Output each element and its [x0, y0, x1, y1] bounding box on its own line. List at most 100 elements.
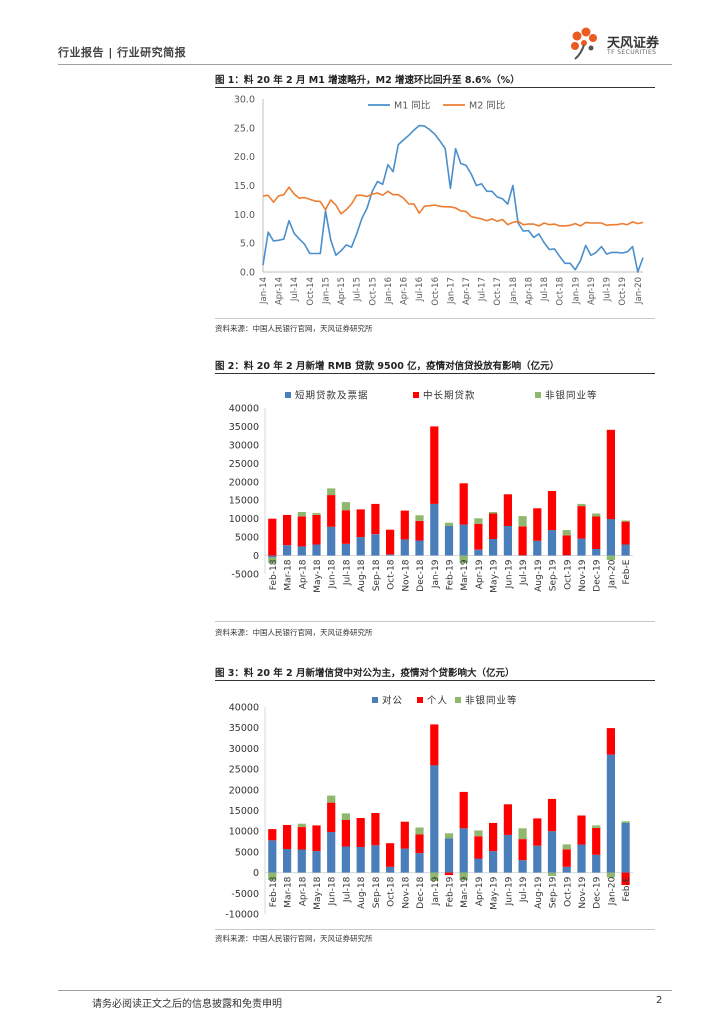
x-tick-label: Apr-16 [400, 277, 410, 305]
x-tick-label: Jun-18 [328, 876, 338, 906]
bar-corporate-Aug-19 [533, 845, 542, 873]
bar-non-bank-Jul-18 [341, 502, 350, 511]
bar-short-term-Feb-19 [444, 526, 454, 556]
bar-short-term-Mar-18 [283, 545, 292, 556]
legend-label-non-bank: 非银同业等 [465, 695, 518, 707]
bar-non-bank-Jul-19 [518, 516, 527, 527]
bar-long-term-Jan-19 [430, 426, 439, 504]
bar-non-bank-Jun-18 [327, 488, 336, 495]
bar-personal-Dec-18 [415, 834, 424, 854]
x-tick-label: Sep-19 [549, 876, 559, 908]
x-tick-label: Feb-19 [446, 559, 456, 590]
bar-long-term-Feb-18 [268, 518, 277, 556]
bar-long-term-Dec-18 [415, 520, 424, 541]
bar-corporate-Sep-18 [371, 845, 380, 873]
bar-short-term-Mar-19 [459, 524, 468, 556]
y-tick-label: 40000 [229, 404, 259, 415]
bar-corporate-Aug-18 [356, 846, 365, 873]
x-tick-label: Oct-16 [431, 277, 441, 306]
x-tick-label: Dec-18 [416, 876, 426, 908]
bar-corporate-Oct-18 [386, 866, 395, 873]
x-tick-label: Oct-15 [368, 277, 378, 306]
bar-non-bank-May-18 [312, 513, 321, 515]
bar-personal-Apr-19 [474, 836, 483, 859]
bar-personal-Jan-20 [606, 728, 615, 755]
bar-non-bank-Jan-20 [606, 555, 615, 560]
x-tick-label: Aug-19 [534, 559, 544, 592]
y-tick-label: 10.0 [234, 210, 255, 221]
bar-non-bank-Dec-18 [415, 515, 424, 521]
x-tick-label: Apr-18 [524, 277, 534, 305]
bar-personal-Jul-18 [341, 820, 350, 847]
bar-personal-Nov-18 [400, 821, 409, 849]
bar-corporate-May-19 [489, 851, 498, 873]
x-tick-label: Feb-18 [269, 559, 279, 590]
figure-2-source: 资料来源：中国人民银行官网，天风证券研究所 [215, 628, 373, 637]
x-tick-label: Sep-19 [549, 559, 559, 591]
bar-corporate-Dec-19 [592, 854, 601, 873]
bar-short-term-Jul-19 [518, 555, 527, 556]
page-number: 2 [656, 995, 663, 1006]
x-tick-label: Jun-19 [504, 559, 514, 589]
bar-long-term-Aug-18 [356, 509, 365, 538]
x-tick-label: Feb-19 [446, 876, 456, 907]
x-tick-label: Nov-18 [401, 559, 411, 591]
y-tick-label: 0 [253, 551, 259, 562]
bar-non-bank-Oct-19 [562, 844, 571, 850]
x-tick-label: Dec-18 [416, 559, 426, 591]
x-tick-label: Jan-19 [431, 559, 441, 589]
y-tick-label: 10000 [229, 514, 259, 525]
bar-short-term-Jan-19 [430, 503, 439, 556]
x-tick-label: Nov-18 [401, 876, 411, 908]
x-tick-label: Feb-18 [269, 876, 279, 907]
x-tick-label: Mar-19 [460, 559, 470, 590]
y-tick-label: 40000 [229, 703, 259, 714]
x-tick-label: Nov-19 [578, 876, 588, 908]
bar-non-bank-Dec-19 [592, 513, 601, 517]
bar-personal-Jan-19 [430, 724, 439, 766]
bar-non-bank-Sep-19 [547, 872, 557, 876]
figure-3-top-rule [215, 680, 655, 681]
bar-corporate-Apr-18 [297, 849, 306, 873]
bar-short-term-Jun-19 [503, 526, 512, 556]
bar-long-term-Mar-19 [459, 483, 468, 525]
x-tick-label: Jan-17 [446, 277, 456, 305]
bar-short-term-Sep-19 [547, 530, 557, 556]
bar-corporate-Mar-18 [283, 849, 292, 873]
bar-long-term-Jul-18 [341, 510, 350, 544]
bar-long-term-Mar-18 [283, 515, 292, 546]
bar-non-bank-Jun-18 [327, 795, 336, 803]
x-tick-label: Jul-19 [603, 277, 613, 302]
bar-non-bank-Feb-E [621, 821, 630, 823]
bar-short-term-Dec-18 [415, 540, 424, 556]
x-tick-label: Oct-19 [563, 876, 573, 907]
legend-swatch-non-bank [535, 392, 541, 398]
bar-non-bank-Mar-19 [459, 872, 468, 881]
x-tick-label: Jul-16 [415, 277, 425, 302]
y-tick-label: 25000 [229, 765, 259, 776]
bar-corporate-Jan-19 [430, 765, 439, 873]
x-tick-label: Apr-19 [475, 559, 485, 589]
x-tick-label: May-18 [313, 559, 323, 592]
bar-personal-Aug-19 [533, 818, 542, 846]
bar-long-term-Jun-18 [327, 495, 336, 527]
bar-short-term-Oct-18 [386, 554, 395, 556]
figure-1-source: 资料来源：中国人民银行官网，天风证券研究所 [215, 324, 373, 333]
bar-personal-Oct-18 [386, 843, 395, 867]
x-tick-label: Oct-18 [556, 277, 566, 306]
x-tick-label: May-19 [490, 559, 500, 592]
bar-non-bank-Apr-18 [297, 512, 306, 517]
bar-corporate-Feb-E [621, 822, 630, 873]
legend-label-corporate: 对公 [382, 695, 403, 707]
y-tick-label: 15000 [229, 806, 259, 817]
bar-long-term-Apr-19 [474, 523, 483, 550]
bar-short-term-Sep-18 [371, 534, 380, 556]
bar-long-term-May-18 [312, 515, 321, 545]
bar-personal-Nov-19 [577, 815, 586, 845]
x-tick-label: Feb-E [622, 876, 632, 901]
y-tick-label: 35000 [229, 422, 259, 433]
y-tick-label: 20.0 [234, 152, 255, 163]
bar-short-term-Apr-19 [474, 549, 483, 556]
legend-label-non-bank: 非银同业等 [545, 390, 598, 402]
y-tick-label: 10000 [229, 827, 259, 838]
